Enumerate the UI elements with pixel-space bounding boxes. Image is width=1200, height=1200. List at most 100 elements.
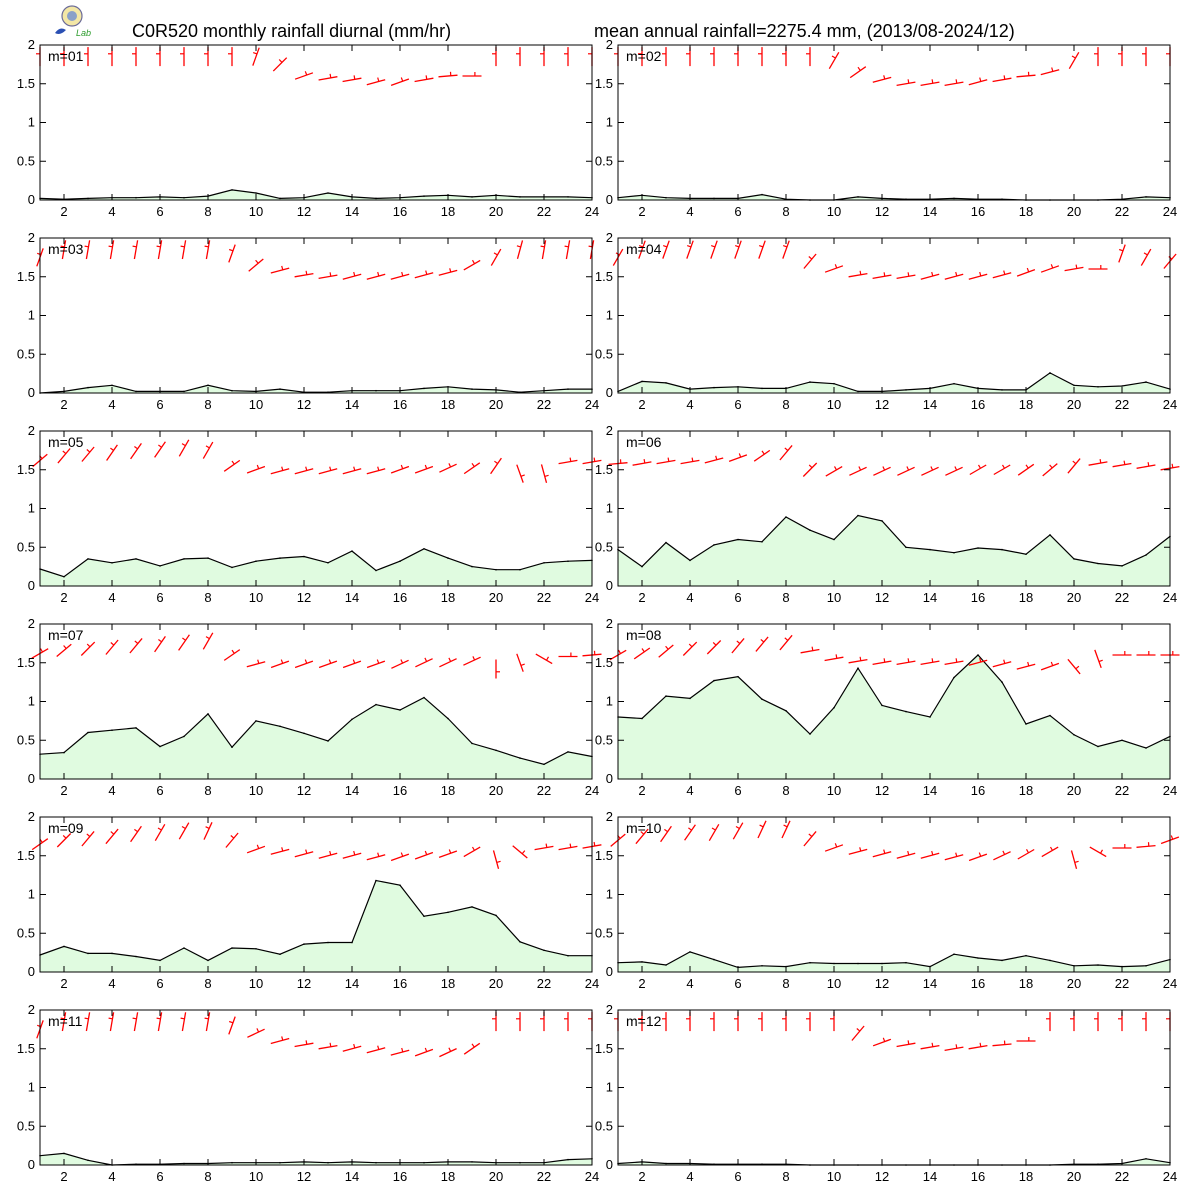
wind-barb-tick: [883, 272, 886, 277]
x-tick-label: 8: [782, 783, 789, 798]
wind-barb-tick: [954, 466, 958, 471]
wind-barb-shaft: [896, 274, 916, 280]
wind-barb: [366, 659, 386, 669]
wind-barb-shaft: [463, 462, 481, 475]
wind-barb: [178, 439, 190, 457]
wind-barb-tick: [979, 271, 982, 277]
wind-barb: [270, 466, 290, 475]
rain-point: [881, 520, 883, 522]
wind-barb: [734, 240, 742, 259]
x-tick-label: 4: [686, 397, 693, 412]
wind-barb-shaft: [728, 454, 748, 463]
x-tick-label: 6: [734, 783, 741, 798]
x-tick-label: 4: [686, 590, 693, 605]
rain-point: [1001, 548, 1003, 551]
rain-point: [1121, 565, 1123, 567]
wind-barb: [564, 1012, 569, 1032]
wind-barb: [342, 659, 362, 669]
wind-barb-tick: [569, 843, 572, 848]
y-tick-label: 0: [606, 771, 613, 786]
wind-barb: [1136, 462, 1156, 469]
panel-m=04: 00.511.522 4 6 8 10 12 14 16 18 20 22 24m=04: [595, 230, 1177, 412]
wind-barb-shaft: [246, 465, 266, 474]
wind-barb: [896, 850, 916, 859]
wind-barb-tick: [400, 464, 404, 470]
wind-barb: [391, 659, 409, 669]
rain-point: [63, 945, 65, 948]
wind-barb: [1068, 51, 1080, 70]
wind-barb-shaft: [157, 240, 163, 260]
rain-point: [255, 720, 257, 722]
rain-point: [351, 941, 353, 944]
wind-barb-tick: [735, 245, 740, 248]
panel-label: m=03: [48, 241, 84, 257]
wind-barb: [781, 820, 791, 839]
wind-barb: [755, 636, 769, 652]
wind-barb-shaft: [541, 240, 547, 260]
wind-barb-tick: [906, 466, 910, 471]
x-tick-label: 16: [971, 1169, 985, 1184]
x-tick-label: 12: [875, 1169, 889, 1184]
wind-barb-tick: [808, 464, 813, 469]
wind-barb-shaft: [1017, 463, 1035, 476]
wind-barb-shaft: [558, 845, 578, 851]
panel-m=09: 00.511.522 4 6 8 10 12 14 16 18 20 22 24m=09: [17, 809, 602, 991]
x-tick-label: 14: [923, 590, 937, 605]
wind-barb-shaft: [178, 634, 190, 651]
wind-barb: [635, 828, 649, 845]
wind-barb-tick: [1049, 846, 1054, 851]
wind-barb-tick: [329, 272, 332, 277]
x-tick-label: 22: [537, 1169, 551, 1184]
rain-point: [279, 725, 281, 728]
y-tick-label: 1: [28, 887, 35, 902]
wind-barb: [492, 850, 501, 869]
rain-point: [87, 386, 89, 389]
wind-barb: [156, 1012, 163, 1032]
wind-barb-shaft: [109, 1012, 115, 1032]
wind-barb-shaft: [897, 466, 915, 476]
wind-barb-tick: [86, 643, 91, 648]
wind-barb: [318, 850, 338, 859]
wind-barb-tick: [735, 825, 740, 830]
wind-barb: [492, 47, 497, 67]
x-tick-label: 22: [1115, 397, 1129, 412]
wind-barb: [294, 71, 314, 80]
wind-barb: [1067, 458, 1081, 474]
wind-barb: [80, 641, 96, 656]
wind-barb-tick: [180, 1017, 185, 1020]
rain-point: [471, 1161, 473, 1163]
wind-barb-shaft: [921, 466, 939, 476]
wind-barb-shaft: [828, 51, 840, 70]
wind-barb-shaft: [157, 1012, 163, 1032]
y-tick-label: 1: [606, 1080, 613, 1095]
wind-barb-tick: [930, 466, 934, 471]
y-tick-label: 0.5: [595, 925, 613, 940]
wind-barb-tick: [134, 828, 138, 833]
rain-point: [111, 729, 113, 731]
wind-barb-shaft: [366, 1047, 386, 1054]
wind-barb: [921, 466, 939, 476]
wind-barb-shaft: [223, 459, 241, 472]
rain-point: [207, 959, 209, 962]
wind-barb: [800, 646, 820, 654]
wind-barb: [920, 79, 940, 87]
figure-title-left: C0R520 monthly rainfall diurnal (mm/hr): [132, 21, 451, 41]
wind-barb-shaft: [753, 449, 771, 462]
x-tick-label: 16: [393, 1169, 407, 1184]
rain-point: [327, 740, 329, 742]
wind-barb-tick: [856, 1028, 861, 1032]
wind-barb: [710, 240, 718, 259]
x-tick-label: 22: [1115, 783, 1129, 798]
wind-barb-tick: [156, 245, 161, 248]
wind-barb: [154, 823, 166, 842]
rain-point: [665, 196, 667, 199]
x-tick-label: 14: [923, 783, 937, 798]
rain-point: [207, 713, 209, 715]
wind-barb-shaft: [414, 851, 434, 860]
wind-barb-shaft: [438, 74, 458, 78]
wind-barb-shaft: [686, 240, 694, 259]
wind-barb: [390, 464, 410, 474]
wind-barb: [390, 77, 410, 87]
panel-label: m=01: [48, 48, 84, 64]
rain-point: [495, 749, 497, 752]
